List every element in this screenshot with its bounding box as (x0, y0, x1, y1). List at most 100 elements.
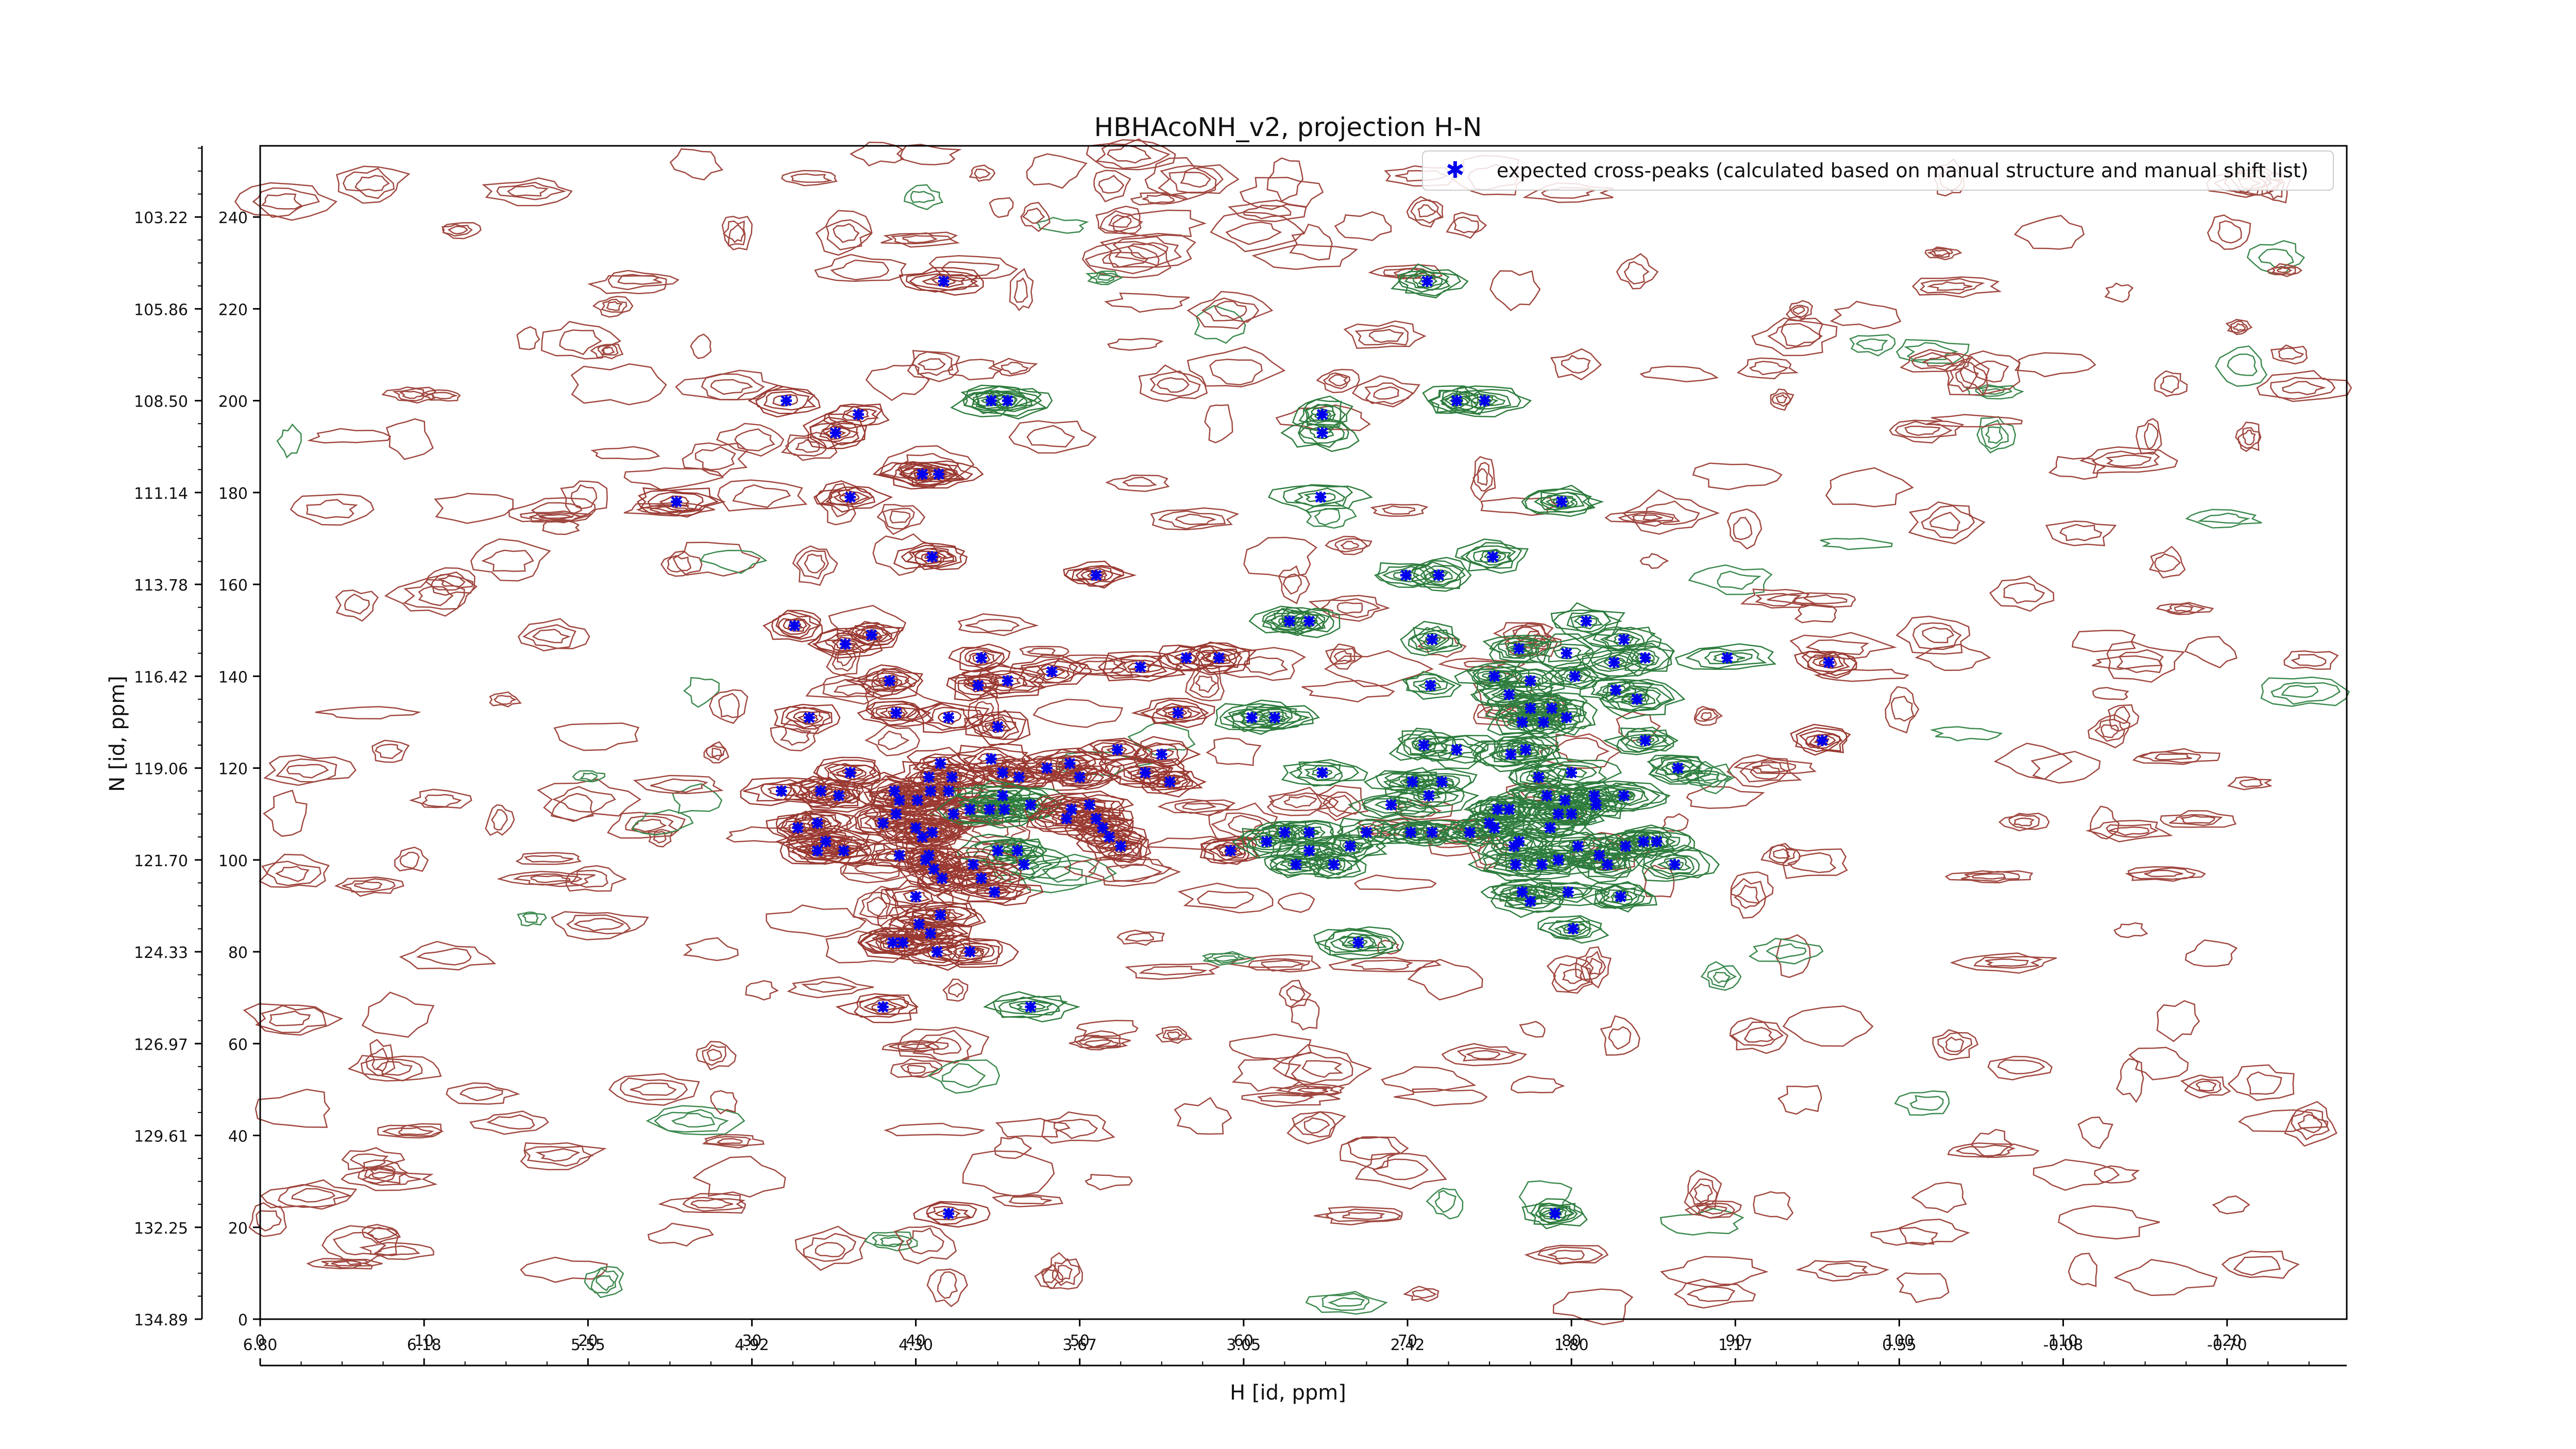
contour-line (694, 446, 736, 471)
contour-line (1342, 1212, 1385, 1220)
y-tick-label: 20 (228, 1220, 248, 1238)
contour-line (1404, 271, 1449, 291)
contour-line (1009, 268, 1034, 311)
contour-line (974, 884, 1024, 899)
contour-line (2113, 922, 2148, 938)
contour-line (1268, 824, 1300, 840)
contour-line (1713, 652, 1745, 663)
contour-line (1398, 268, 1451, 293)
contour-line (1122, 477, 1157, 487)
contour-line (2077, 1116, 2114, 1149)
contour-line (1955, 367, 1979, 389)
contour-line (447, 226, 468, 234)
contour-line (1301, 680, 1395, 703)
cross-peak-marker (1672, 762, 1684, 774)
contour-line (2284, 1101, 2337, 1147)
contour-line (1336, 602, 1363, 614)
contour-line (523, 1145, 595, 1167)
contour-line (1196, 890, 1255, 909)
cross-peak-marker (1140, 767, 1151, 779)
contour-line (1592, 627, 1656, 651)
contour-line (1608, 1026, 1632, 1050)
contour-line (1743, 1026, 1775, 1043)
contour-line (1483, 850, 1551, 877)
contour-line (385, 418, 434, 460)
contour-line (2154, 753, 2192, 761)
contour-line (2217, 220, 2242, 244)
contour-line (1229, 1033, 1312, 1060)
cross-peak-marker (1520, 744, 1531, 755)
contour-line (927, 1059, 1001, 1094)
contour-line (1266, 157, 1304, 203)
contour-line (2227, 353, 2258, 376)
contour-line (822, 679, 891, 698)
contour-line (1091, 832, 1148, 862)
contour-line (1214, 300, 1247, 320)
contour-line (1210, 211, 1304, 252)
contour-line (927, 1206, 972, 1221)
contour-line (813, 480, 893, 513)
contour-line (1322, 791, 1361, 818)
y-tick-label: 180 (218, 485, 248, 503)
contour-line (1592, 654, 1633, 670)
cross-peak-marker (1303, 827, 1315, 838)
contour-line (2013, 817, 2035, 827)
contour-line (1251, 835, 1281, 848)
contour-line (716, 423, 785, 457)
contour-line (1123, 762, 1172, 784)
contour-line (1538, 1205, 1575, 1223)
contour-line (344, 593, 370, 615)
contour-line (1212, 955, 1239, 962)
contour-line (1546, 955, 1594, 994)
contour-line (901, 1043, 930, 1050)
contour-line (1008, 420, 1097, 454)
contour-line (1536, 806, 1578, 821)
contour-line (1298, 419, 1349, 448)
contour-line (2109, 826, 2150, 836)
contour-line (2138, 751, 2201, 764)
contour-line (833, 489, 871, 504)
contour-line (377, 1123, 443, 1139)
contour-line (702, 1044, 727, 1066)
contour-line (1659, 1208, 1744, 1236)
contour-line (792, 545, 838, 586)
contour-line (1023, 793, 1125, 825)
contour-line (1127, 662, 1154, 672)
contour-line (711, 748, 723, 757)
contour-line (362, 1224, 401, 1244)
contour-line (1076, 1020, 1139, 1037)
contour-line (792, 711, 824, 725)
contour-line (824, 636, 870, 652)
contour-line (1394, 1088, 1488, 1106)
contour-line (1182, 803, 1217, 811)
contour-line (347, 1055, 442, 1082)
contour-line (1787, 852, 1837, 873)
cross-peak-marker (910, 891, 922, 902)
contour-line (1894, 1090, 1950, 1116)
contour-line (1460, 542, 1522, 569)
contour-line (2144, 423, 2159, 450)
contour-line (957, 613, 1039, 636)
contour-line (1078, 660, 1120, 671)
contour-line (1200, 650, 1236, 665)
contour-line (1383, 267, 1436, 279)
contour-line (1536, 822, 1560, 833)
contour-line (276, 423, 302, 459)
contour-line (268, 1010, 311, 1026)
cross-peak-marker (1524, 896, 1536, 907)
cross-peak-marker (1639, 735, 1651, 746)
cross-peak-marker (1328, 858, 1340, 870)
cross-peak-marker (1084, 799, 1095, 811)
contour-line (770, 719, 820, 752)
cross-peak-marker (1513, 643, 1525, 654)
contour-line (1539, 886, 1594, 899)
contour-line (921, 274, 967, 288)
x-ppm-tick-label: 1.17 (1718, 1336, 1753, 1354)
contour-line (384, 574, 478, 617)
contour-line (821, 844, 865, 858)
contour-line (1243, 656, 1289, 676)
contour-line (2030, 751, 2101, 784)
contour-line (777, 617, 811, 635)
contour-line (1570, 614, 1603, 630)
contour-line (657, 1193, 746, 1214)
